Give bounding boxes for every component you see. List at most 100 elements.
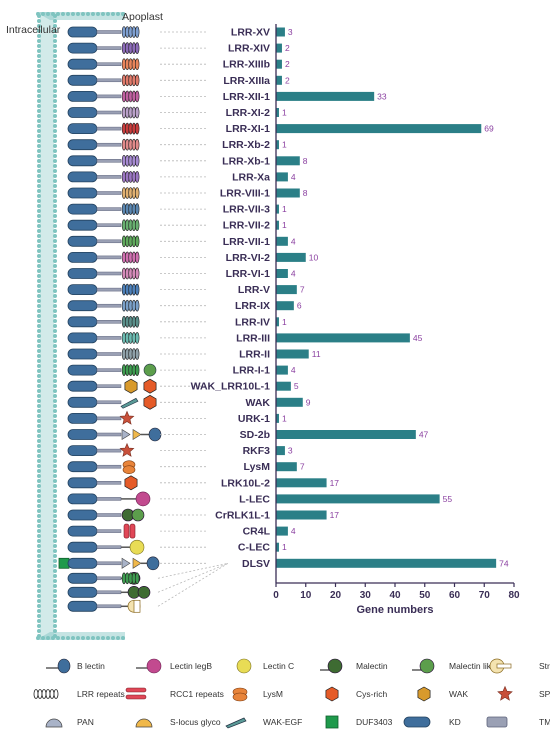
lipid-head [53, 149, 57, 153]
value-label: 45 [413, 333, 423, 343]
category-label: LRR-IX [235, 300, 270, 312]
category-label: WAK [246, 397, 271, 409]
lipid-head [37, 629, 41, 633]
lipid-head [53, 424, 57, 428]
lipid-head [37, 34, 41, 38]
lipid-head [81, 12, 85, 16]
kinase-domain [67, 235, 98, 247]
lipid-head [41, 12, 45, 16]
lipid-head [37, 69, 41, 73]
value-label: 3 [288, 446, 293, 456]
transmembrane-domain [96, 416, 122, 421]
lipid-head [53, 224, 57, 228]
value-label: 1 [282, 140, 287, 150]
lipid-head [37, 94, 41, 98]
value-label: 7 [300, 285, 305, 295]
lipid-head [53, 204, 57, 208]
transmembrane-domain [96, 287, 122, 292]
lipid-head [53, 99, 57, 103]
lipid-head [37, 269, 41, 273]
lipid-head [53, 354, 57, 358]
duf3403-icon [325, 715, 339, 729]
transmembrane-domain [96, 336, 122, 340]
kinase-domain [67, 541, 98, 553]
lipid-head [66, 12, 70, 16]
lipid-head [121, 636, 125, 640]
lipid-head [37, 414, 41, 418]
transmembrane-domain [96, 78, 122, 83]
lipid-head [53, 369, 57, 373]
lipid-head [53, 219, 57, 223]
lipid-head [53, 44, 57, 48]
lipid-head [56, 12, 60, 16]
lipid-head [37, 454, 41, 458]
pan-domain [121, 428, 131, 441]
lipid-head [37, 444, 41, 448]
transmembrane-domain [96, 303, 122, 308]
spark-domain [119, 442, 135, 457]
lipid-head [53, 564, 57, 568]
lipid-head [37, 79, 41, 83]
protein-diagrams [58, 26, 162, 613]
lipid-head [53, 534, 57, 538]
pan-domain [121, 557, 131, 569]
bar-lrr-iv [276, 317, 279, 327]
lipid-head [61, 12, 65, 16]
value-label: 69 [484, 124, 494, 134]
bar-lrr-xiiia [276, 75, 282, 85]
lrr-repeat [135, 26, 140, 38]
lipid-head [37, 44, 41, 48]
category-label: CR4L [243, 526, 271, 538]
lipid-head [37, 114, 41, 118]
value-label: 17 [330, 478, 340, 488]
lipid-head [37, 29, 41, 33]
category-label: CrRLK1L-1 [215, 510, 270, 522]
lipid-head [37, 599, 41, 603]
lrr-repeat [135, 106, 140, 119]
bar-lrr-xiv [276, 43, 282, 53]
kinase-domain [67, 412, 98, 424]
bar-lrr-xa [276, 172, 288, 182]
value-label: 47 [419, 430, 429, 440]
kinase-domain [67, 525, 98, 537]
lipid-head [37, 339, 41, 343]
transmembrane-domain [96, 142, 122, 147]
lipid-head [37, 249, 41, 253]
lipid-head [61, 636, 65, 640]
lipid-head [116, 636, 120, 640]
x-tick-label: 0 [273, 590, 279, 601]
lipid-head [46, 636, 50, 640]
lipid-head [53, 524, 57, 528]
malectin-like-icon [412, 658, 435, 674]
lipid-head [37, 584, 41, 588]
spark-domain [119, 410, 135, 425]
s-locus-glyco-icon [135, 718, 153, 728]
lipid-head [37, 174, 41, 178]
lipid-head [53, 259, 57, 263]
lrr-repeat [135, 364, 140, 376]
lipid-head [37, 529, 41, 533]
bar-lrr-xb-1 [276, 156, 300, 166]
rcc1-repeats-icon [125, 687, 147, 700]
lipid-head [37, 139, 41, 143]
lipid-head [53, 174, 57, 178]
lipid-head [37, 64, 41, 68]
lipid-head [53, 339, 57, 343]
lipid-head [53, 389, 57, 393]
kinase-domain [67, 600, 98, 612]
lipid-head [53, 39, 57, 43]
lipid-head [53, 184, 57, 188]
category-label: LRR-XIIIa [223, 75, 270, 87]
lrr-repeat [135, 203, 140, 215]
connector [157, 562, 229, 607]
value-label: 1 [282, 220, 287, 230]
lipid-head [37, 469, 41, 473]
lipid-head [53, 114, 57, 118]
membrane-bilayer [36, 12, 125, 640]
lipid-head [96, 12, 100, 16]
lipid-head [53, 614, 57, 618]
value-label: 8 [303, 156, 308, 166]
lipid-head [53, 459, 57, 463]
lipid-head [66, 636, 70, 640]
lipid-head [37, 254, 41, 258]
